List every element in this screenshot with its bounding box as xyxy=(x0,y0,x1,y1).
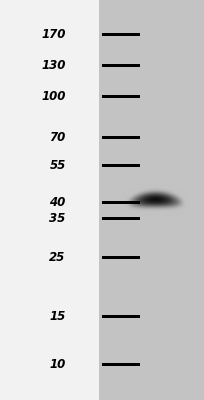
Text: 35: 35 xyxy=(49,212,65,225)
Text: 170: 170 xyxy=(41,28,65,41)
Text: 15: 15 xyxy=(49,310,65,323)
Text: 70: 70 xyxy=(49,131,65,144)
Text: 40: 40 xyxy=(49,196,65,209)
Text: 25: 25 xyxy=(49,251,65,264)
Text: 100: 100 xyxy=(41,90,65,103)
Text: 55: 55 xyxy=(49,159,65,172)
Text: 10: 10 xyxy=(49,358,65,370)
Text: 130: 130 xyxy=(41,59,65,72)
